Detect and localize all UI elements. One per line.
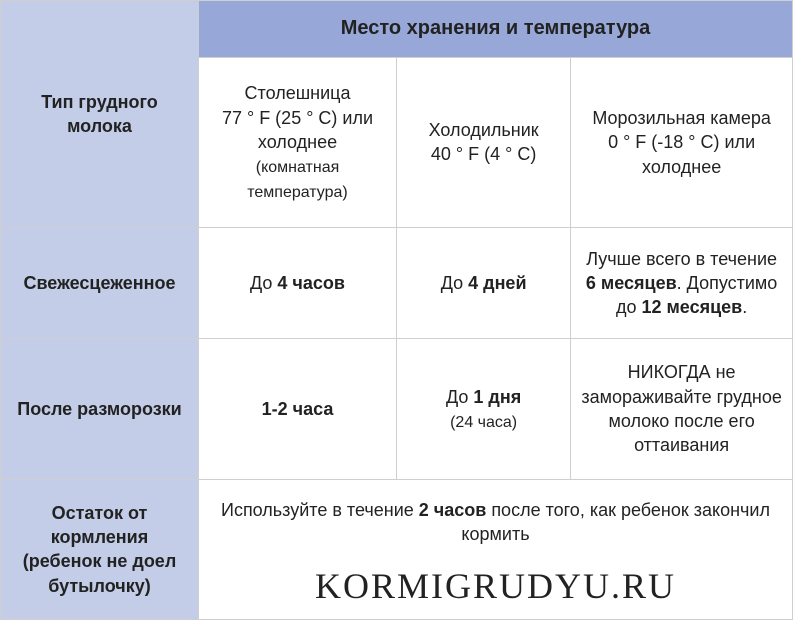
- col-title: Морозильная камера: [592, 108, 771, 128]
- row-thawed: После разморозки 1-2 часа До 1 дня (24 ч…: [1, 339, 793, 479]
- leftover-text: Используйте в течение 2 часов после того…: [207, 498, 784, 547]
- col-temp: 77 ° F (25 ° C) или холоднее: [222, 108, 373, 152]
- row-label: Остаток от кормления (ребенок не доел бу…: [1, 479, 199, 619]
- main-header: Место хранения и температура: [199, 1, 793, 58]
- storage-table: Тип грудного молока Место хранения и тем…: [0, 0, 793, 620]
- row-leftover: Остаток от кормления (ребенок не доел бу…: [1, 479, 793, 619]
- col-header-freezer: Морозильная камера 0 ° F (-18 ° C) или х…: [571, 57, 793, 227]
- col-header-countertop: Столешница 77 ° F (25 ° C) или холоднее …: [199, 57, 397, 227]
- cell-thawed-freezer: НИКОГДА не замораживайте грудное молоко …: [571, 339, 793, 479]
- watermark-text: KORMIGRUDYU.RU: [199, 562, 792, 611]
- row-label: Свежесцеженное: [1, 227, 199, 338]
- cell-fresh-counter: До 4 часов: [199, 227, 397, 338]
- row-label: После разморозки: [1, 339, 199, 479]
- col-title: Холодильник: [429, 120, 539, 140]
- cell-fresh-fridge: До 4 дней: [397, 227, 571, 338]
- col-temp: 40 ° F (4 ° C): [431, 144, 536, 164]
- col-header-fridge: Холодильник 40 ° F (4 ° C): [397, 57, 571, 227]
- side-header: Тип грудного молока: [1, 1, 199, 228]
- row-fresh: Свежесцеженное До 4 часов До 4 дней Лучш…: [1, 227, 793, 338]
- col-note: (комнатная температура): [247, 159, 348, 201]
- cell-fresh-freezer: Лучше всего в течение 6 месяцев. Допусти…: [571, 227, 793, 338]
- col-title: Столешница: [245, 83, 351, 103]
- cell-thawed-counter: 1-2 часа: [199, 339, 397, 479]
- header-row-1: Тип грудного молока Место хранения и тем…: [1, 1, 793, 58]
- cell-leftover-merged: Используйте в течение 2 часов после того…: [199, 479, 793, 619]
- col-temp: 0 ° F (-18 ° C) или холоднее: [608, 132, 755, 176]
- cell-thawed-fridge: До 1 дня (24 часа): [397, 339, 571, 479]
